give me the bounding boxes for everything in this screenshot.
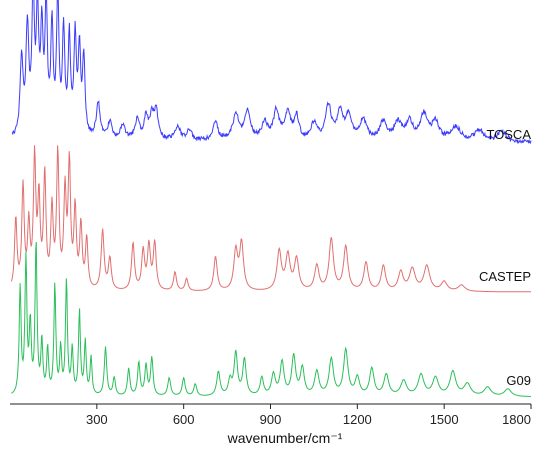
series-line-castep [10, 145, 531, 293]
series-label-g09: G09 [506, 373, 531, 388]
x-tick-label-1800: 1800 [502, 412, 531, 427]
series-labels: TOSCA CASTEP G09 [479, 127, 531, 388]
x-axis-title: wavenumber/cm⁻¹ [227, 430, 343, 446]
series-label-castep: CASTEP [479, 269, 531, 284]
x-tick-label-600: 600 [173, 412, 195, 427]
x-axis-ticks: 300 600 900 1200 1500 1800 [86, 404, 532, 427]
x-tick-label-1200: 1200 [343, 412, 372, 427]
spectra-traces [10, 0, 532, 397]
series-label-tosca: TOSCA [486, 127, 531, 142]
x-tick-label-900: 900 [260, 412, 282, 427]
series-line-tosca [11, 0, 532, 145]
x-tick-label-300: 300 [86, 412, 108, 427]
series-line-g09 [11, 241, 531, 397]
x-tick-label-1500: 1500 [430, 412, 459, 427]
